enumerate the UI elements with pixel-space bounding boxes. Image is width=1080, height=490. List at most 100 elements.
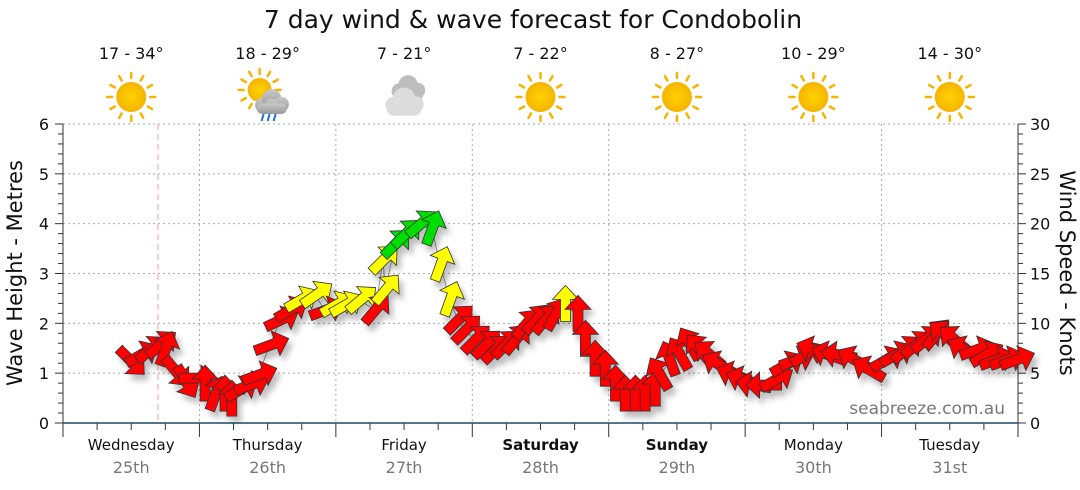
left-tick-label: 4 xyxy=(39,215,49,234)
day-name: Saturday xyxy=(502,436,579,454)
sun-ray xyxy=(548,74,554,82)
right-tick-label: 25 xyxy=(1030,165,1050,184)
left-axis-label: Wave Height - Metres xyxy=(3,160,27,386)
axes: 0 01 52 103 154 205 256 30 xyxy=(39,115,1050,437)
day-forecast: 10 - 29° Monday 30th xyxy=(781,44,846,477)
sun-icon xyxy=(788,71,839,123)
sun-ray xyxy=(958,112,964,120)
sun-ray xyxy=(139,74,145,82)
wind-arrow xyxy=(252,330,290,357)
sun-disc xyxy=(661,82,692,112)
sun-icon xyxy=(924,71,976,123)
left-tick-label: 1 xyxy=(39,364,49,383)
left-tick-label: 6 xyxy=(39,115,49,134)
sun-ray xyxy=(828,83,836,89)
wind-arrow xyxy=(298,280,333,310)
rain-drop xyxy=(272,113,277,122)
day-date: 28th xyxy=(522,458,559,477)
day-date: 27th xyxy=(386,458,423,477)
daily-forecast-header: 17 - 34° Wednesday 25th 18 - 29° Thursday 26t… xyxy=(88,44,982,477)
wind-arrow xyxy=(328,290,363,319)
sun-ray xyxy=(821,112,827,120)
cloud-base xyxy=(256,103,287,114)
sun-ray xyxy=(791,105,799,111)
wind-arrow xyxy=(420,210,447,247)
right-tick-label: 20 xyxy=(1030,215,1050,234)
sun-ray xyxy=(518,83,526,89)
day-date: 26th xyxy=(249,458,286,477)
rain-drop xyxy=(266,113,271,122)
temperature-range: 10 - 29° xyxy=(781,44,846,63)
right-axis-label: Wind Speed - Knots xyxy=(1055,170,1079,375)
temperature-range: 17 - 34° xyxy=(99,44,164,63)
sun-disc xyxy=(116,82,147,112)
wind-arrow xyxy=(370,274,400,307)
sun-ray xyxy=(527,74,533,82)
sun-ray xyxy=(247,102,253,110)
day-date: 30th xyxy=(795,458,832,477)
temperature-range: 7 - 21° xyxy=(377,44,431,63)
sun-ray xyxy=(821,74,827,82)
sun-ray xyxy=(555,105,563,111)
day-forecast: 7 - 22° Saturday 28th xyxy=(502,44,579,477)
sun-ray xyxy=(117,74,123,82)
sun-ray xyxy=(663,74,669,82)
sun-disc xyxy=(525,82,556,112)
sun-ray xyxy=(927,105,935,111)
wind-arrow xyxy=(571,319,600,357)
temperature-range: 14 - 30° xyxy=(917,44,982,63)
left-tick-label: 5 xyxy=(39,165,49,184)
sun-ray xyxy=(272,78,280,84)
sun-icon xyxy=(651,71,703,123)
sun-ray xyxy=(692,83,699,89)
sun-ray xyxy=(146,105,154,111)
cloud xyxy=(385,87,424,116)
sun-ray xyxy=(685,74,691,82)
sun-ray xyxy=(654,105,662,111)
temperature-range: 8 - 27° xyxy=(650,44,704,63)
day-name: Sunday xyxy=(646,436,709,454)
sun-ray xyxy=(555,83,563,89)
day-name: Wednesday xyxy=(88,436,175,454)
wind-arrow xyxy=(852,355,888,384)
sun-ray xyxy=(266,70,272,78)
wind-arrow xyxy=(154,330,181,368)
sun-ray xyxy=(936,74,942,82)
cloud xyxy=(255,89,289,114)
sun-ray xyxy=(518,105,526,111)
left-tick-label: 3 xyxy=(39,265,49,284)
sun-ray xyxy=(247,70,253,78)
sun-ray xyxy=(139,112,145,120)
chart-title: 7 day wind & wave forecast for Condoboli… xyxy=(264,5,802,34)
sun-ray xyxy=(791,83,799,89)
wind-series xyxy=(114,210,1036,417)
right-tick-label: 10 xyxy=(1030,314,1050,333)
right-tick-label: 0 xyxy=(1030,414,1040,433)
sun-ray xyxy=(527,112,533,120)
cloud-icon xyxy=(385,75,426,116)
right-tick-label: 15 xyxy=(1030,265,1050,284)
wind-arrow xyxy=(240,360,278,387)
day-date: 29th xyxy=(659,458,696,477)
sun-ray xyxy=(685,112,691,120)
day-forecast: 7 - 21° Friday 27th xyxy=(377,44,431,477)
sun-cloud-rain-icon xyxy=(237,67,289,122)
sun-ray xyxy=(117,112,123,120)
right-tick-label: 30 xyxy=(1030,115,1050,134)
temperature-range: 7 - 22° xyxy=(513,44,567,63)
day-forecast: 17 - 34° Wednesday 25th xyxy=(88,44,175,477)
sun-ray xyxy=(936,112,942,120)
day-name: Monday xyxy=(784,436,843,454)
sun-ray xyxy=(240,78,248,84)
sun-ray xyxy=(109,83,117,89)
day-forecast: 14 - 30° Tuesday 31st xyxy=(917,44,982,477)
sun-ray xyxy=(692,105,699,111)
wind-arrow xyxy=(591,349,620,387)
sun-icon xyxy=(105,71,157,123)
wind-arrow xyxy=(318,290,354,319)
day-date: 31st xyxy=(932,458,967,477)
left-tick-label: 0 xyxy=(39,414,49,433)
sun-icon xyxy=(515,71,566,123)
day-forecast: 8 - 27° Sunday 29th xyxy=(646,44,709,477)
